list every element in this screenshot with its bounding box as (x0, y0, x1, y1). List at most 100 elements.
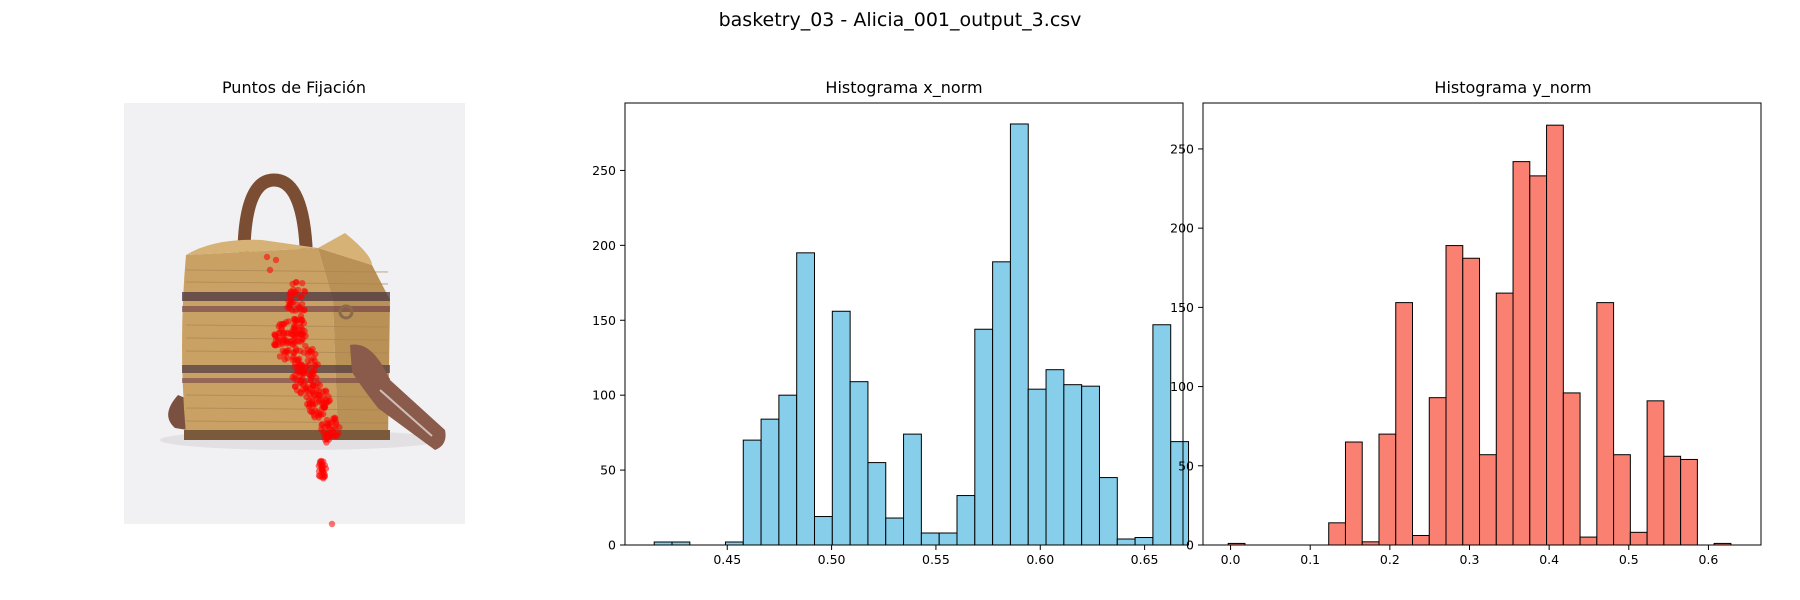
fixation-point (295, 355, 303, 363)
y-norm-ytick-label: 150 (1170, 300, 1194, 315)
bag-lid (186, 233, 372, 265)
fixation-point (291, 375, 298, 382)
fixation-point (289, 331, 297, 339)
fixation-point (320, 432, 328, 439)
y-norm-xtick-label: 0.6 (1698, 552, 1718, 567)
fixation-point (294, 286, 302, 294)
fixation-point (302, 384, 309, 392)
fixation-point (292, 307, 299, 314)
y-norm-bar-12 (1428, 397, 1447, 546)
x-norm-bar-6 (760, 418, 780, 546)
fixation-point (302, 342, 309, 350)
x-norm-bar-12 (867, 462, 887, 546)
fixation-point (308, 357, 315, 364)
fixation-point (301, 327, 308, 335)
fixation-point (314, 361, 321, 368)
bag-band-1 (182, 292, 390, 301)
bag-strap-back (168, 395, 200, 432)
fixation-point (312, 382, 319, 389)
y-norm-ytick-label: 100 (1170, 379, 1194, 394)
y-norm-bar-18 (1529, 175, 1548, 546)
x-norm-ytick-label: 50 (600, 463, 616, 478)
y-norm-ytick-label: 200 (1170, 221, 1194, 236)
fixation-point (318, 466, 326, 473)
fixation-point (271, 340, 278, 348)
fixation-point (286, 301, 293, 308)
fixation-point (289, 356, 297, 364)
bag-band-3 (182, 365, 390, 373)
x-norm-bar-26 (1116, 538, 1136, 546)
fixation-point (314, 409, 322, 416)
y-norm-bar-27 (1680, 458, 1698, 546)
x-norm-bar-16 (938, 532, 958, 546)
fixation-point (274, 336, 282, 344)
woven-basket-bag-photo (124, 103, 465, 524)
x-norm-bar-8 (796, 252, 816, 546)
fixation-point (321, 473, 328, 480)
x-norm-ytick-label: 250 (592, 163, 616, 178)
fixation-point (292, 323, 300, 330)
y-norm-bar-17 (1512, 161, 1531, 546)
fixation-point (308, 367, 316, 375)
x-norm-bar-15 (920, 532, 940, 546)
y-norm-ytick-label: 50 (1178, 458, 1194, 473)
histogram-y-norm-title: Histograma y_norm (1434, 78, 1591, 98)
y-norm-ytick-label: 0 (1186, 538, 1194, 553)
fixation-point (311, 414, 318, 421)
fixation-point (296, 347, 304, 355)
x-norm-xtick-label: 0.50 (818, 552, 846, 567)
x-norm-bar-23 (1063, 384, 1083, 546)
y-norm-xtick-label: 0.3 (1460, 552, 1480, 567)
fixation-point (282, 319, 290, 326)
y-norm-bar-24 (1629, 531, 1648, 546)
x-norm-ytick-label: 0 (608, 538, 616, 553)
x-norm-bar-19 (992, 261, 1011, 546)
y-norm-bar-6 (1328, 522, 1346, 546)
bag-buckle (338, 304, 354, 320)
y-norm-bar-10 (1395, 302, 1414, 546)
histogram-x-norm: Histograma x_norm 0.45 0.50 0.55 0.60 0.65 0 5… (592, 78, 1190, 567)
y-norm-bar-16 (1495, 292, 1514, 546)
y-norm-bar-21 (1579, 536, 1598, 546)
x-norm-bar-5 (742, 439, 762, 546)
histogram-y-norm-axes-frame (1202, 102, 1762, 546)
fixation-point (300, 319, 308, 327)
y-norm-bar-11 (1412, 534, 1430, 546)
x-norm-bar-13 (885, 517, 905, 546)
bag-strap-front (350, 344, 446, 450)
x-norm-bar-14 (903, 433, 922, 546)
x-norm-bar-28 (1152, 324, 1172, 546)
fixation-point (323, 399, 331, 406)
x-norm-bar-22 (1045, 369, 1065, 546)
x-norm-ytick-label: 100 (592, 388, 616, 403)
histogram-x-norm-title: Histograma x_norm (825, 78, 982, 98)
fixation-point (297, 361, 304, 368)
fixation-point (263, 253, 271, 261)
fixation-point (301, 379, 309, 386)
x-norm-bar-20 (1009, 123, 1029, 546)
y-norm-bar-19 (1546, 124, 1564, 546)
y-norm-bar-22 (1596, 302, 1615, 546)
x-norm-xtick-label: 0.65 (1131, 552, 1159, 567)
y-norm-xtick-label: 0.1 (1300, 552, 1320, 567)
fixation-points (263, 253, 343, 528)
x-norm-bar-24 (1081, 385, 1100, 546)
y-norm-bar-23 (1613, 454, 1631, 546)
y-norm-bar-14 (1462, 257, 1481, 546)
fixation-point (308, 349, 316, 356)
fixation-point (292, 279, 300, 286)
y-norm-xtick-label: 0.2 (1380, 552, 1400, 567)
x-norm-bar-10 (831, 310, 851, 546)
y-norm-bar-15 (1479, 454, 1497, 546)
bag-strap-lettering (379, 389, 433, 437)
fixation-point (311, 392, 319, 400)
fixation-point (271, 331, 278, 338)
fixation-point (287, 288, 295, 295)
fixation-point (302, 367, 309, 375)
fixation-point (276, 353, 284, 360)
y-norm-ytick-label: 250 (1170, 141, 1194, 156)
fixation-point (280, 329, 288, 336)
x-norm-bar-9 (814, 516, 833, 546)
fixation-point (287, 293, 294, 300)
histogram-x-norm-bars (653, 123, 1190, 546)
